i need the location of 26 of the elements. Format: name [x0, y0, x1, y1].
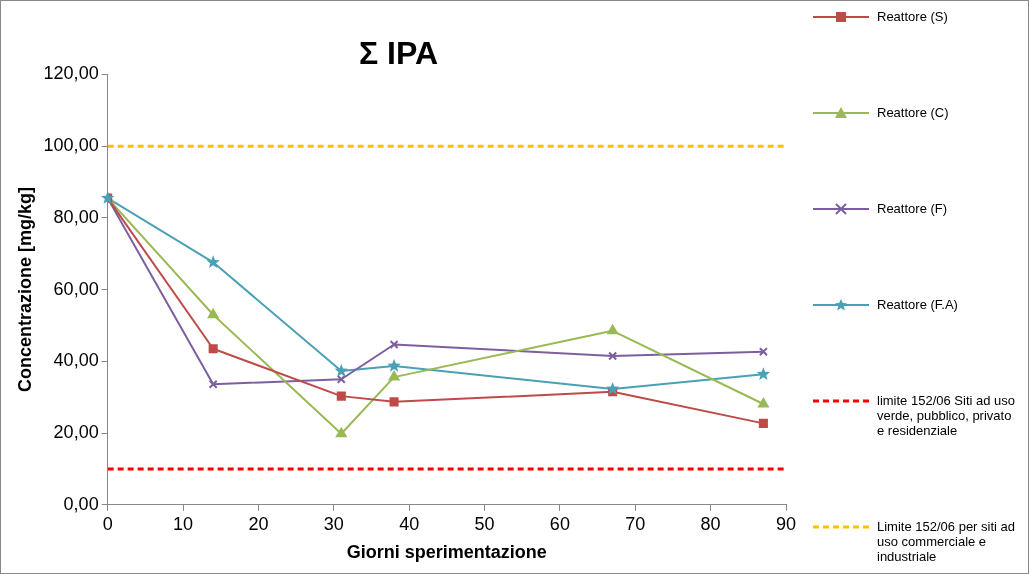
legend-label: Reattore (C): [877, 105, 949, 120]
legend-label: Limite 152/06 per siti ad uso commerciale e industriale: [877, 519, 1017, 564]
y-tick-label: 120,00: [43, 63, 99, 84]
x-tick-label: 20: [248, 513, 269, 534]
y-tick-label: 0,00: [63, 493, 99, 514]
x-tick-label: 0: [102, 513, 113, 534]
legend-label: limite 152/06 Siti ad uso verde, pubblico, privato e residenziale: [877, 393, 1017, 438]
y-tick-label: 20,00: [53, 422, 99, 443]
x-tick-label: 90: [775, 513, 797, 534]
legend-label: Reattore (S): [877, 9, 948, 24]
legend-label: Reattore (F.A): [877, 297, 958, 312]
x-tick-label: 70: [625, 513, 646, 534]
x-tick-label: 50: [474, 513, 495, 534]
legend-label: Reattore (F): [877, 201, 948, 216]
x-axis-title: Giorni sperimentazione: [346, 542, 547, 563]
y-tick-label: 100,00: [43, 135, 99, 156]
y-tick-label: 40,00: [53, 350, 99, 371]
x-tick-label: 30: [323, 513, 344, 534]
y-tick-label: 80,00: [53, 206, 99, 227]
x-tick-label: 40: [399, 513, 420, 534]
y-tick-label: 60,00: [53, 278, 99, 299]
x-tick-label: 80: [700, 513, 721, 534]
y-axis-title: Concentrazione [mg/kg]: [14, 187, 35, 393]
x-tick-label: 60: [549, 513, 570, 534]
chart-title: Σ IPA: [358, 35, 439, 72]
x-tick-label: 10: [173, 513, 194, 534]
